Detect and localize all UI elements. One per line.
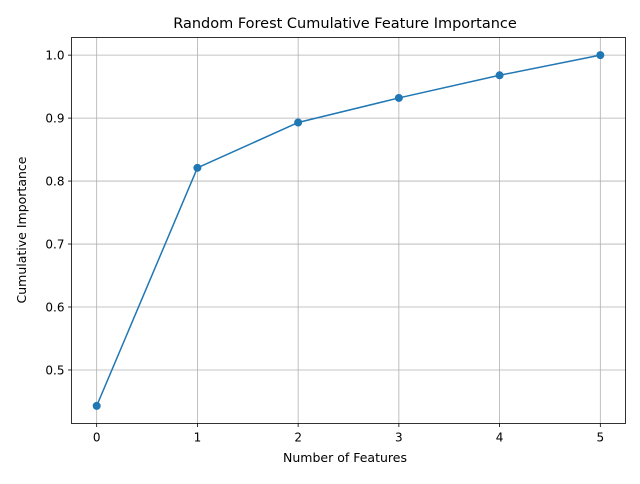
y-axis-label: Cumulative Importance [14, 156, 29, 303]
y-tick-label: 1.0 [45, 48, 64, 62]
x-tick-label: 2 [294, 431, 302, 445]
plot-frame [71, 37, 626, 424]
x-ticks: 0 1 2 3 4 5 [93, 423, 604, 445]
y-ticks: 0.5 0.6 0.7 0.8 0.9 1.0 [45, 48, 72, 377]
y-tick-label: 0.8 [45, 174, 64, 188]
y-tick-label: 0.5 [45, 363, 64, 377]
data-point [294, 118, 303, 127]
data-point [394, 93, 403, 102]
chart-title: Random Forest Cumulative Feature Importa… [173, 16, 517, 32]
x-tick-label: 0 [93, 431, 101, 445]
data-point [193, 163, 202, 172]
y-tick-label: 0.6 [45, 300, 64, 314]
x-tick-label: 1 [194, 431, 202, 445]
y-tick-label: 0.7 [45, 237, 64, 251]
data-point [495, 71, 504, 80]
y-tick-label: 0.9 [45, 111, 64, 125]
series [92, 51, 605, 410]
x-tick-label: 3 [395, 431, 403, 445]
data-point [596, 51, 605, 60]
grid [71, 37, 626, 424]
series-line [95, 54, 601, 407]
x-tick-label: 5 [596, 431, 604, 445]
x-tick-label: 4 [496, 431, 504, 445]
x-axis-label: Number of Features [283, 450, 407, 465]
data-point [92, 401, 101, 410]
